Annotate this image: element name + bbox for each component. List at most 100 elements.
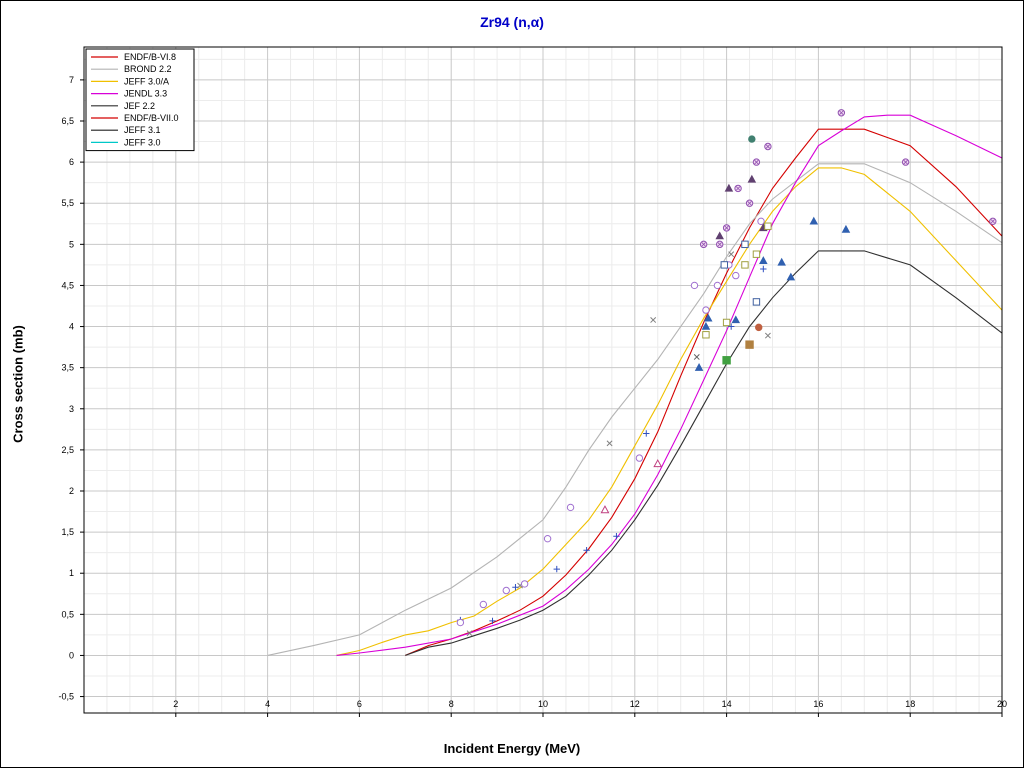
data-point xyxy=(553,565,560,573)
data-point xyxy=(777,257,786,266)
data-point xyxy=(701,321,711,330)
y-tick-label: 1 xyxy=(69,568,74,578)
data-point xyxy=(722,318,731,327)
axis-ticks: 2 4 6 8 10 12 14 16 18 20 -0,5 0 0,5 1 1,5 2 2,5 3 3,5 4 4,5… xyxy=(58,75,1007,717)
data-point xyxy=(466,630,473,637)
data-point-mark xyxy=(735,186,741,191)
data-point xyxy=(724,183,734,192)
data-point-mark xyxy=(990,219,995,224)
y-tick-label: 0,5 xyxy=(61,609,74,619)
data-point xyxy=(635,454,644,462)
chart-title: Zr94 (n,α) xyxy=(480,14,544,30)
data-point xyxy=(732,271,740,280)
legend-label: JEF 2.2 xyxy=(124,101,155,111)
legend-label: JEFF 3.1 xyxy=(124,125,161,135)
x-tick-label: 6 xyxy=(357,699,362,709)
data-point xyxy=(741,261,749,269)
data-point xyxy=(728,251,735,258)
data-point xyxy=(702,331,710,339)
data-point xyxy=(613,533,620,540)
data-point xyxy=(693,354,700,360)
data-point-mark xyxy=(754,160,759,165)
x-axis-label: Incident Energy (MeV) xyxy=(443,741,581,756)
data-point xyxy=(703,313,713,322)
data-point xyxy=(764,222,772,230)
x-tick-label: 16 xyxy=(813,699,823,709)
data-point xyxy=(731,315,741,324)
data-point xyxy=(722,356,731,365)
data-point xyxy=(727,323,735,330)
data-point xyxy=(650,317,657,323)
data-point xyxy=(653,459,663,468)
x-tick-label: 10 xyxy=(538,699,548,709)
y-tick-label: 3 xyxy=(69,404,74,414)
data-point xyxy=(745,340,754,349)
y-tick-label: 5 xyxy=(69,239,74,249)
legend: ENDF/B-VI.8 BROND 2.2 JEFF 3.0/A JENDL 3.3 J… xyxy=(85,48,195,152)
data-point xyxy=(606,440,613,447)
x-tick-label: 14 xyxy=(722,699,732,709)
data-point xyxy=(764,332,771,339)
x-tick-label: 4 xyxy=(265,699,270,709)
y-tick-label: 5,5 xyxy=(61,198,74,208)
legend-label: ENDF/B-VII.0 xyxy=(124,113,179,123)
x-tick-label: 2 xyxy=(173,699,178,709)
data-point xyxy=(543,534,552,543)
y-tick-label: -0,5 xyxy=(58,692,74,702)
y-tick-label: 2,5 xyxy=(61,445,74,455)
data-point xyxy=(757,217,765,226)
data-point-mark xyxy=(747,201,752,206)
data-point-mark xyxy=(765,144,770,149)
data-point xyxy=(760,265,767,273)
data-point xyxy=(690,281,699,290)
y-tick-label: 4 xyxy=(69,322,74,332)
x-tick-label: 18 xyxy=(905,699,915,709)
y-tick-label: 3,5 xyxy=(61,363,74,373)
data-point xyxy=(456,618,465,627)
data-point xyxy=(566,503,575,512)
data-point xyxy=(741,240,749,249)
data-point xyxy=(759,256,768,264)
data-point xyxy=(694,363,704,371)
data-point-mark xyxy=(839,110,844,115)
experimental-points xyxy=(456,109,997,637)
grid xyxy=(84,47,1003,713)
legend-label: BROND 2.2 xyxy=(124,64,172,74)
data-point xyxy=(720,261,729,269)
data-point xyxy=(702,306,710,314)
legend-label: ENDF/B-VI.8 xyxy=(124,52,176,62)
data-point xyxy=(502,586,510,595)
x-tick-label: 12 xyxy=(630,699,640,709)
y-tick-label: 6,5 xyxy=(61,116,74,126)
data-point xyxy=(752,298,761,306)
legend-label: JEFF 3.0/A xyxy=(124,76,169,86)
data-point-mark xyxy=(724,225,729,230)
data-point xyxy=(748,135,756,143)
series-lines xyxy=(267,114,1003,656)
data-point xyxy=(786,272,796,281)
series-line xyxy=(405,128,1003,656)
data-point xyxy=(643,430,650,437)
data-point xyxy=(512,584,519,591)
x-tick-label: 20 xyxy=(997,699,1007,709)
data-point xyxy=(809,216,819,225)
y-tick-label: 2 xyxy=(69,486,74,496)
data-point xyxy=(752,250,761,258)
y-tick-label: 6 xyxy=(69,157,74,167)
data-point xyxy=(489,617,496,625)
data-point xyxy=(479,600,488,609)
data-point xyxy=(520,580,529,588)
data-point xyxy=(713,281,722,290)
data-point xyxy=(715,231,724,240)
x-tick-label: 8 xyxy=(449,699,454,709)
data-point xyxy=(600,505,610,514)
legend-box xyxy=(85,48,195,152)
series-line xyxy=(336,114,1003,656)
data-point xyxy=(583,547,590,554)
data-point xyxy=(841,224,851,233)
data-point-mark xyxy=(717,242,722,247)
series-line xyxy=(336,167,1003,656)
data-point xyxy=(747,174,757,183)
y-tick-label: 0 xyxy=(69,650,74,660)
